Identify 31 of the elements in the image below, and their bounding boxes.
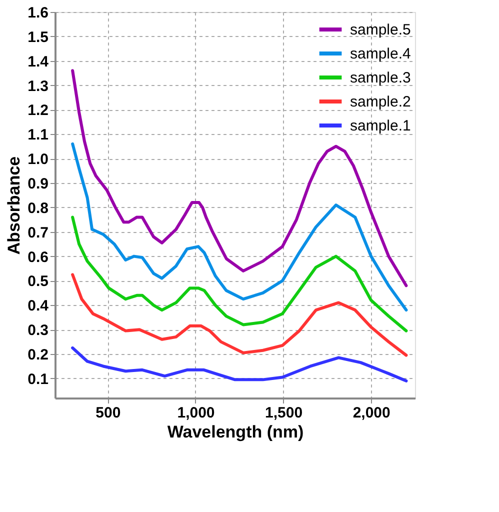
y-tick-label: 1.2 [28, 102, 48, 120]
x-tick-label: 500 [96, 404, 121, 422]
x-tick-label: 1,500 [265, 404, 303, 422]
legend-label: sample.5 [350, 22, 411, 38]
y-tick-label: 1.3 [28, 78, 48, 95]
y-tick-label: 1.0 [28, 151, 48, 168]
y-tick-label: 1.4 [28, 53, 50, 70]
line-series [71, 142, 408, 312]
y-tick-label: 0.9 [28, 176, 48, 193]
x-axis-title: Wavelength (nm) [167, 422, 304, 442]
y-axis-title: Absorbance [4, 156, 24, 255]
line-series [71, 216, 408, 332]
y-tick-label: 0.5 [28, 273, 48, 290]
legend-label: sample.1 [350, 118, 411, 134]
legend-label: sample.2 [350, 94, 411, 110]
line-series [71, 273, 408, 357]
y-tick-label: 0.7 [28, 224, 48, 242]
y-tick-label: 1.6 [28, 4, 48, 22]
line-series [71, 346, 408, 382]
y-tick-label: 0.3 [28, 322, 48, 340]
y-tick-label: 0.4 [28, 298, 50, 315]
y-tick-label: 0.2 [28, 346, 48, 364]
x-tick-label: 2,000 [352, 404, 390, 422]
y-tick-label: 1.1 [28, 126, 48, 144]
x-tick-label: 1,000 [177, 404, 215, 422]
legend-label: sample.4 [350, 46, 411, 62]
y-tick-label: 1.5 [28, 28, 48, 46]
y-tick-label: 0.8 [28, 200, 48, 217]
y-tick-label: 0.1 [28, 370, 48, 388]
y-tick-label: 0.6 [28, 248, 48, 266]
legend-label: sample.3 [350, 70, 411, 86]
